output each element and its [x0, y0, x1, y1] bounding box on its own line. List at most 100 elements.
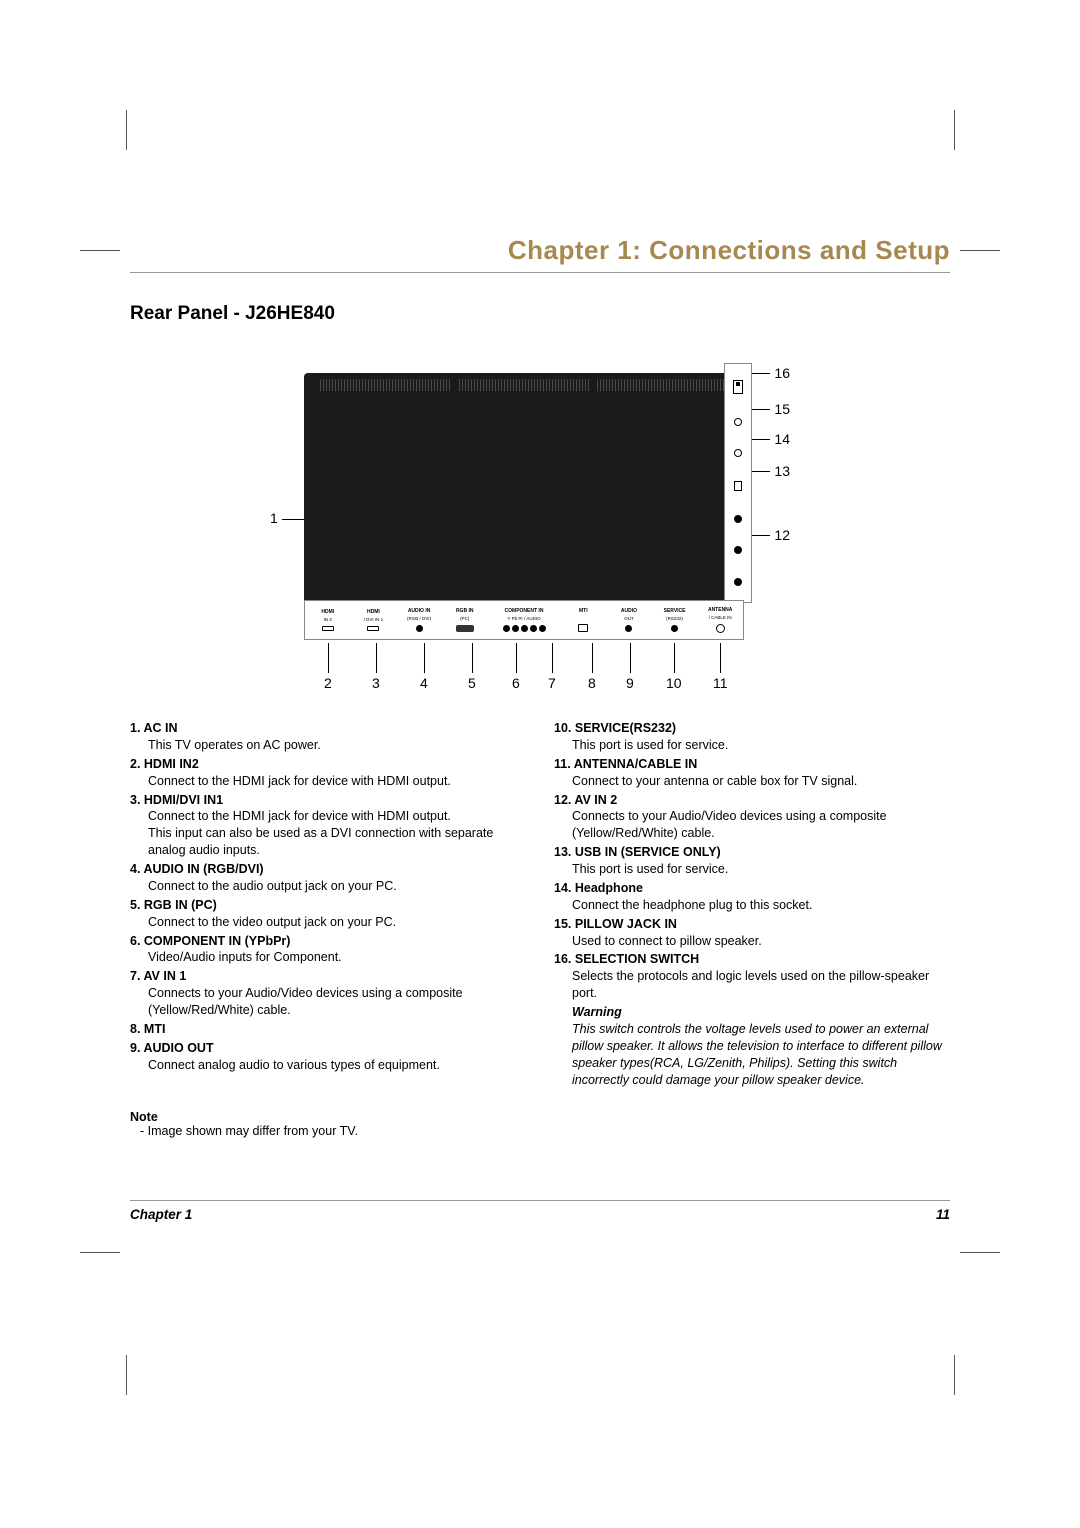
callout-16: 16 [774, 365, 790, 381]
item-title: AUDIO OUT [143, 1041, 213, 1055]
callout-15: 15 [774, 401, 790, 417]
item-number: 11. [554, 757, 574, 771]
side-port-12a [734, 515, 742, 523]
page-footer: Chapter 1 11 [130, 1200, 950, 1222]
callout-line [752, 439, 770, 440]
callout-line [752, 471, 770, 472]
item-heading: 14. Headphone [554, 880, 950, 897]
callout-11: 11 [713, 675, 728, 691]
item-number: 7. [130, 969, 143, 983]
footer-page-number: 11 [936, 1207, 950, 1222]
item-heading: 15. PILLOW JACK IN [554, 916, 950, 933]
warning-body: This switch controls the voltage levels … [572, 1021, 950, 1089]
item-body: Connects to your Audio/Video devices usi… [572, 808, 950, 842]
crop-mark [960, 250, 1000, 251]
item-title: AUDIO IN (RGB/DVI) [143, 862, 263, 876]
item-number: 10. [554, 721, 575, 735]
item-title: HDMI/DVI IN1 [144, 793, 223, 807]
item-body: Selects the protocols and logic levels u… [572, 968, 950, 1002]
item-number: 15. [554, 917, 575, 931]
item-number: 2. [130, 757, 144, 771]
item-title: SELECTION SWITCH [575, 952, 699, 966]
item-body: Connect to the audio output jack on your… [148, 878, 526, 895]
item-title: HDMI IN2 [144, 757, 199, 771]
item-number: 4. [130, 862, 143, 876]
item-number: 3. [130, 793, 144, 807]
tv-vents [320, 379, 728, 391]
callout-line [674, 643, 675, 673]
item-number: 8. [130, 1022, 144, 1036]
callout-line [424, 643, 425, 673]
item-heading: 6. COMPONENT IN (YPbPr) [130, 933, 526, 950]
callout-3: 3 [372, 675, 380, 691]
item-body: This port is used for service. [572, 861, 950, 878]
callout-line [282, 519, 304, 520]
list-item: 14. HeadphoneConnect the headphone plug … [554, 880, 950, 914]
item-number: 9. [130, 1041, 143, 1055]
list-item: 3. HDMI/DVI IN1Connect to the HDMI jack … [130, 792, 526, 860]
port-antenna: ANTENNA/ CABLE IN [697, 607, 743, 632]
side-port-13 [734, 481, 742, 491]
warning-label: Warning [572, 1004, 950, 1021]
note-body: - Image shown may differ from your TV. [140, 1124, 950, 1138]
item-number: 12. [554, 793, 574, 807]
left-column: 1. AC INThis TV operates on AC power.2. … [130, 720, 526, 1088]
callout-5: 5 [468, 675, 476, 691]
list-item: 12. AV IN 2Connects to your Audio/Video … [554, 792, 950, 843]
item-number: 6. [130, 934, 144, 948]
callout-6: 6 [512, 675, 520, 691]
list-item: 1. AC INThis TV operates on AC power. [130, 720, 526, 754]
crop-mark [954, 1355, 955, 1395]
port-service: SERVICE(RS232) [652, 608, 698, 631]
item-body: Connect analog audio to various types of… [148, 1057, 526, 1074]
right-column: 10. SERVICE(RS232)This port is used for … [554, 720, 950, 1088]
list-item: 7. AV IN 1Connects to your Audio/Video d… [130, 968, 526, 1019]
callout-10: 10 [666, 675, 682, 691]
note-block: Note - Image shown may differ from your … [130, 1110, 950, 1138]
list-item: 8. MTI [130, 1021, 526, 1038]
item-body: This TV operates on AC power. [148, 737, 526, 754]
item-title: Headphone [575, 881, 643, 895]
callout-13: 13 [774, 463, 790, 479]
callout-2: 2 [324, 675, 332, 691]
item-number: 5. [130, 898, 144, 912]
description-columns: 1. AC INThis TV operates on AC power.2. … [130, 720, 950, 1088]
callout-line [328, 643, 329, 673]
item-heading: 5. RGB IN (PC) [130, 897, 526, 914]
item-title: USB IN (SERVICE ONLY) [575, 845, 721, 859]
item-heading: 13. USB IN (SERVICE ONLY) [554, 844, 950, 861]
item-number: 1. [130, 721, 143, 735]
list-item: 16. SELECTION SWITCHSelects the protocol… [554, 951, 950, 1002]
callout-line [720, 643, 721, 673]
item-heading: 9. AUDIO OUT [130, 1040, 526, 1057]
note-label: Note [130, 1110, 950, 1124]
crop-mark [126, 110, 127, 150]
callout-7: 7 [548, 675, 556, 691]
port-hdmi-dvi-in1: HDMI/ DVI IN 1 [351, 609, 397, 630]
side-port-12b [734, 546, 742, 554]
port-rgb-in: RGB IN(PC) [442, 608, 488, 631]
list-item: 15. PILLOW JACK INUsed to connect to pil… [554, 916, 950, 950]
item-number: 16. [554, 952, 575, 966]
side-port-15 [734, 418, 742, 426]
chapter-title: Chapter 1: Connections and Setup [130, 235, 950, 266]
item-heading: 16. SELECTION SWITCH [554, 951, 950, 968]
bottom-port-strip: HDMIIN 2 HDMI/ DVI IN 1 AUDIO IN(RGB / D… [304, 600, 744, 640]
callout-9: 9 [626, 675, 634, 691]
warning-block: WarningThis switch controls the voltage … [554, 1004, 950, 1088]
list-item: 5. RGB IN (PC)Connect to the video outpu… [130, 897, 526, 931]
side-port-strip [724, 363, 752, 603]
item-title: RGB IN (PC) [144, 898, 217, 912]
item-body: Used to connect to pillow speaker. [572, 933, 950, 950]
item-body: This input can also be used as a DVI con… [148, 825, 526, 859]
callout-8: 8 [588, 675, 596, 691]
list-item: 4. AUDIO IN (RGB/DVI)Connect to the audi… [130, 861, 526, 895]
port-mti: MTI [561, 608, 607, 632]
callout-4: 4 [420, 675, 428, 691]
port-hdmi-in2: HDMIIN 2 [305, 609, 351, 630]
item-heading: 4. AUDIO IN (RGB/DVI) [130, 861, 526, 878]
callout-line [376, 643, 377, 673]
item-title: AV IN 2 [574, 793, 617, 807]
rear-panel-diagram: 1 16 15 14 13 12 [260, 345, 820, 700]
list-item: 13. USB IN (SERVICE ONLY)This port is us… [554, 844, 950, 878]
